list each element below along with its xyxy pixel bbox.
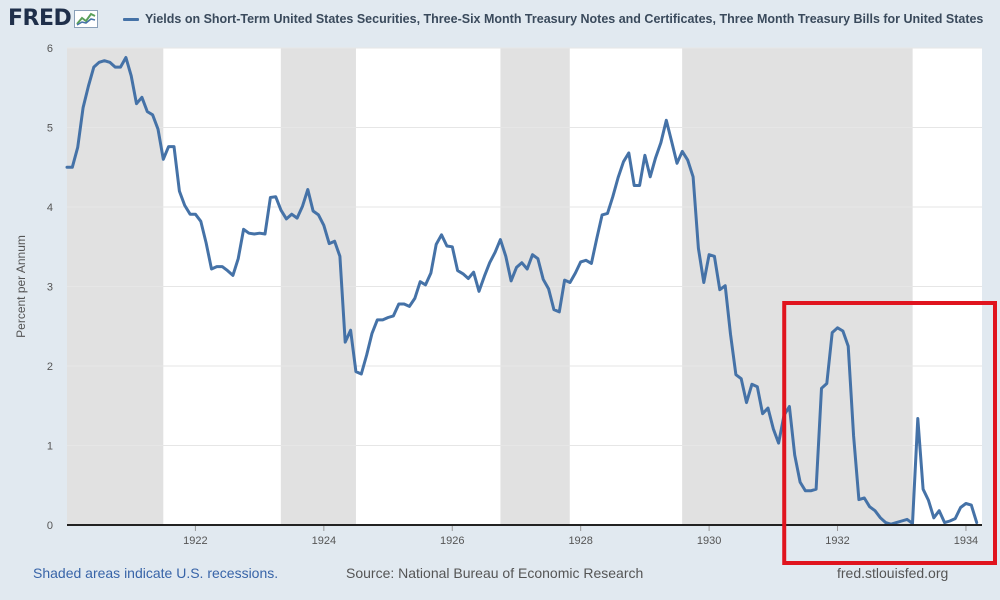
legend-series-swatch	[123, 17, 139, 21]
x-tick-label-1924: 1924	[312, 535, 336, 547]
x-tick-label-1926: 1926	[440, 535, 464, 547]
series-line-1	[65, 56, 979, 526]
trend-chart-icon	[74, 9, 99, 28]
y-tick-label-1: 1	[47, 441, 53, 453]
chart-legend: Yields on Short-Term United States Secur…	[123, 12, 983, 26]
x-tick-label-1932: 1932	[825, 535, 849, 547]
y-tick-label-3: 3	[47, 282, 53, 294]
x-tick-label-1934: 1934	[954, 535, 978, 547]
y-tick-label-0: 0	[47, 520, 53, 532]
y-tick-label-2: 2	[47, 361, 53, 373]
source-note: Source: National Bureau of Economic Rese…	[346, 565, 644, 581]
x-tick-label-1922: 1922	[183, 535, 207, 547]
recession-note-link[interactable]: Shaded areas indicate U.S. recessions.	[33, 565, 279, 581]
x-tick-label-1928: 1928	[568, 535, 592, 547]
header: FRED Yields on Short-Term United States …	[0, 0, 1000, 40]
y-axis-label: Percent per Annum	[14, 235, 28, 338]
y-tick-label-6: 6	[47, 43, 53, 55]
legend-series-label: Yields on Short-Term United States Secur…	[145, 12, 984, 26]
site-credit: fred.stlouisfed.org	[837, 565, 949, 581]
y-tick-label-5: 5	[47, 123, 53, 135]
fred-logo[interactable]: FRED	[8, 6, 99, 31]
x-tick-label-1930: 1930	[697, 535, 721, 547]
highlight-box	[782, 301, 997, 565]
fred-logo-text: FRED	[8, 6, 72, 31]
y-tick-label-4: 4	[47, 202, 53, 214]
